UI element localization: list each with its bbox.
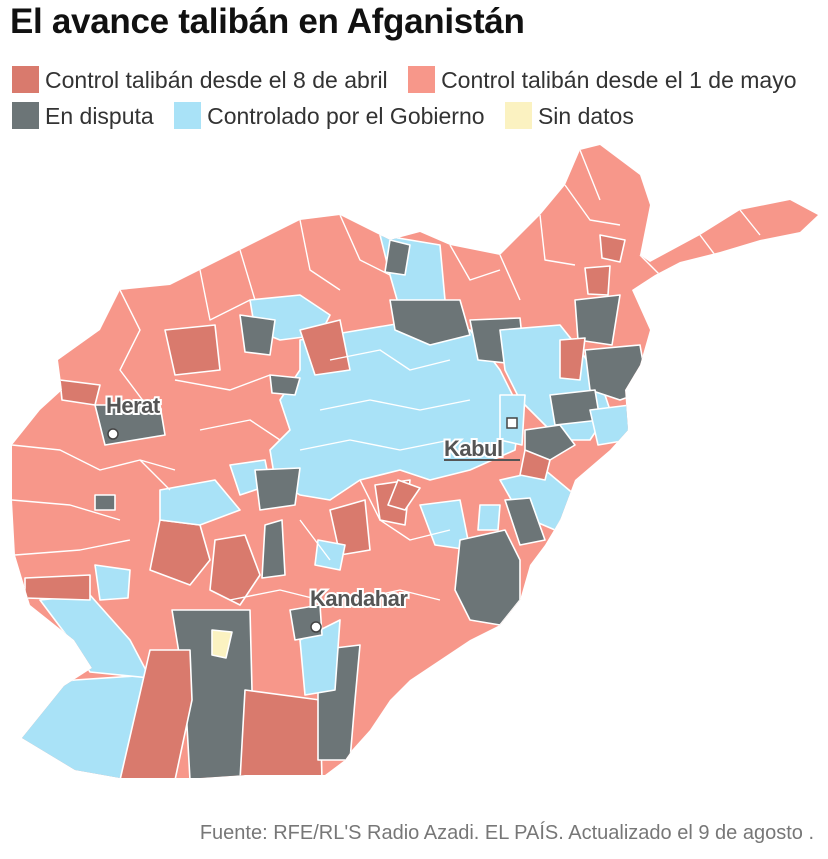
herat-label: Herat <box>106 393 161 418</box>
region-taliban-april-zabul <box>329 499 371 556</box>
afghanistan-map: Herat Kabul Kandahar <box>12 145 818 778</box>
legend-label-taliban-may: Control talibán desde el 1 de mayo <box>441 67 797 93</box>
region-taliban-april-sc2 <box>209 534 261 606</box>
region-disputed-north-c <box>269 374 301 396</box>
legend-item-disputed: En disputa <box>12 98 154 134</box>
legend-swatch-disputed <box>12 102 39 129</box>
region-gov-west-central <box>159 479 241 526</box>
region-gov-west-b <box>94 564 131 601</box>
region-disputed-west <box>94 494 116 511</box>
region-gov-zabul <box>314 539 346 571</box>
region-taliban-april-badakhshan <box>584 265 611 296</box>
legend-swatch-no-data <box>504 102 532 129</box>
kandahar-label: Kandahar <box>310 586 408 611</box>
region-disputed-north-b <box>239 314 276 356</box>
legend-label-government: Controlado por el Gobierno <box>207 103 485 129</box>
district-regions <box>12 145 818 778</box>
legend-label-disputed: En disputa <box>45 103 154 129</box>
region-taliban-april-logar <box>519 449 551 481</box>
region-no-data <box>211 629 233 659</box>
district-lines-northeast <box>449 149 621 301</box>
district-boundaries <box>12 149 761 601</box>
region-disputed-ghor <box>254 467 301 511</box>
district-lines-north <box>119 214 391 411</box>
kandahar-city-marker <box>310 621 322 633</box>
region-taliban-april-samangan <box>299 319 351 376</box>
map-title: El avance talibán en Afganistán <box>10 2 525 41</box>
legend-swatch-taliban-april <box>12 66 39 93</box>
kabul-label: Kabul <box>444 436 503 461</box>
district-lines-south-central <box>229 479 451 601</box>
region-gov-kandahar <box>299 619 341 696</box>
region-taliban-april-c3 <box>387 479 421 511</box>
region-taliban-april-ne <box>599 234 626 263</box>
district-lines-central <box>299 349 471 451</box>
region-taliban-april-south <box>239 689 323 778</box>
kabul-capital-marker <box>506 417 518 429</box>
region-disputed-khost <box>504 497 546 546</box>
region-disputed-kunduz <box>389 299 471 346</box>
legend: Control talibán desde el 8 de abril Cont… <box>12 62 818 134</box>
region-gov-paktia <box>477 504 501 531</box>
district-lines-west-central <box>139 374 281 491</box>
legend-label-no-data: Sin datos <box>537 103 634 129</box>
district-lines-west <box>12 444 176 556</box>
source-note: Fuente: RFE/RL'S Radio Azadi. EL PAÍS. A… <box>199 822 814 844</box>
region-taliban-april-herat <box>59 379 101 406</box>
region-taliban-april-helmand <box>119 649 193 778</box>
district-lines-wakhan <box>639 209 761 276</box>
region-taliban-april-badghis <box>164 324 221 376</box>
legend-item-taliban-april: Control talibán desde el 8 de abril <box>12 62 388 98</box>
region-disputed-north-a <box>384 239 411 276</box>
region-gov-east-border <box>589 404 631 446</box>
legend-label-taliban-april: Control talibán desde el 8 de abril <box>45 67 388 93</box>
legend-swatch-government <box>174 102 202 129</box>
herat-city-marker <box>107 428 119 440</box>
region-disputed-sc <box>261 519 286 579</box>
region-disputed-badakhshan <box>574 294 621 346</box>
legend-item-government: Controlado por el Gobierno <box>174 98 485 134</box>
legend-swatch-taliban-may <box>408 66 436 93</box>
legend-item-no-data: Sin datos <box>504 98 634 134</box>
region-disputed-paktika <box>454 529 521 626</box>
region-taliban-april-east <box>559 337 586 381</box>
legend-item-taliban-may: Control talibán desde el 1 de mayo <box>408 62 797 98</box>
region-taliban-april-farah <box>24 574 91 601</box>
